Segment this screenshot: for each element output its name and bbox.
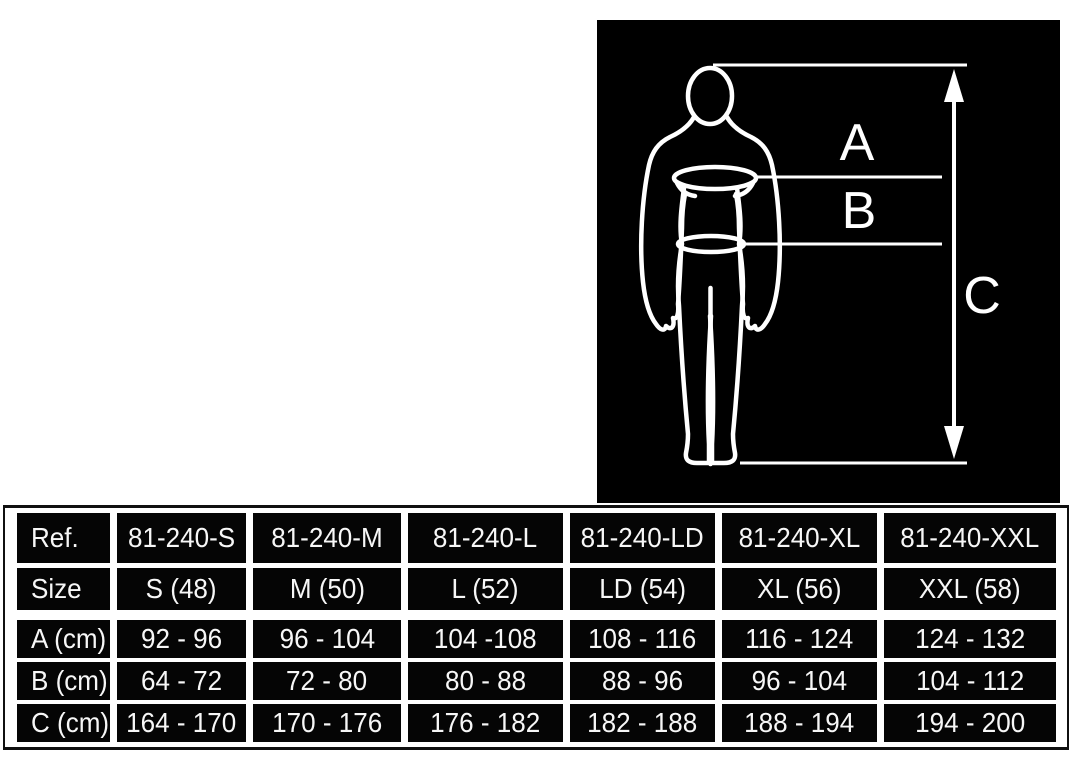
figure-left-arm <box>638 114 697 332</box>
row-header-size: Size <box>17 568 110 610</box>
c-cell: 182 - 188 <box>570 704 715 742</box>
c-cell: 164 - 170 <box>117 704 246 742</box>
ref-cell: 81-240-L <box>408 513 563 563</box>
c-cell: 176 - 182 <box>408 704 563 742</box>
chest-ellipse <box>671 164 759 192</box>
row-header-c: C (cm) <box>17 704 110 742</box>
size-cell: M (50) <box>253 568 401 610</box>
b-cell: 80 - 88 <box>408 662 563 700</box>
b-cell: 72 - 80 <box>253 662 401 700</box>
human-figure-diagram: A B C <box>638 63 1001 467</box>
ref-cell: 81-240-XXL <box>884 513 1056 563</box>
b-cell: 96 - 104 <box>722 662 877 700</box>
size-cell: XXL (58) <box>884 568 1056 610</box>
a-cell: 124 - 132 <box>884 620 1056 658</box>
b-cell: 88 - 96 <box>570 662 715 700</box>
size-chart-head: Ref. 81-240-S 81-240-M 81-240-L 81-240-L… <box>17 513 1057 610</box>
row-header-b: B (cm) <box>17 662 110 700</box>
chest-curl-right <box>732 180 756 199</box>
size-chart-table: Ref. 81-240-S 81-240-M 81-240-L 81-240-L… <box>3 505 1069 750</box>
chest-curl-left <box>674 180 698 199</box>
a-cell: 116 - 124 <box>722 620 877 658</box>
size-cell: LD (54) <box>570 568 715 610</box>
a-cell: 96 - 104 <box>253 620 401 658</box>
ref-cell: 81-240-LD <box>570 513 715 563</box>
row-header-a: A (cm) <box>17 620 110 658</box>
c-cell: 194 - 200 <box>884 704 1056 742</box>
ref-cell: 81-240-M <box>253 513 401 563</box>
size-cell: XL (56) <box>722 568 877 610</box>
measure-labels: A B C <box>840 114 1001 325</box>
measure-label-waist: B <box>842 182 877 240</box>
b-cell: 64 - 72 <box>117 662 246 700</box>
row-header-ref: Ref. <box>17 513 110 563</box>
height-arrow <box>944 69 964 459</box>
ref-cell: 81-240-S <box>117 513 246 563</box>
a-cell: 92 - 96 <box>117 620 246 658</box>
arrowhead-down <box>944 426 964 459</box>
a-cell: 108 - 116 <box>570 620 715 658</box>
arrowhead-up <box>944 69 964 102</box>
a-cell: 104 -108 <box>408 620 563 658</box>
measure-lines <box>713 63 967 465</box>
size-cell: S (48) <box>117 568 246 610</box>
c-cell: 188 - 194 <box>722 704 877 742</box>
ref-cell: 81-240-XL <box>722 513 877 563</box>
size-chart-body: A (cm) 92 - 96 96 - 104 104 -108 108 - 1… <box>17 620 1057 742</box>
b-cell: 104 - 112 <box>884 662 1056 700</box>
measure-label-chest: A <box>840 114 875 172</box>
c-cell: 170 - 176 <box>253 704 401 742</box>
figure-head <box>685 65 735 127</box>
measurement-diagram-panel: A B C <box>597 20 1060 503</box>
measure-label-height: C <box>963 267 1001 325</box>
figure-right-arm <box>724 114 783 332</box>
waist-ellipse <box>675 233 747 255</box>
human-figure <box>638 65 783 467</box>
size-cell: L (52) <box>408 568 563 610</box>
